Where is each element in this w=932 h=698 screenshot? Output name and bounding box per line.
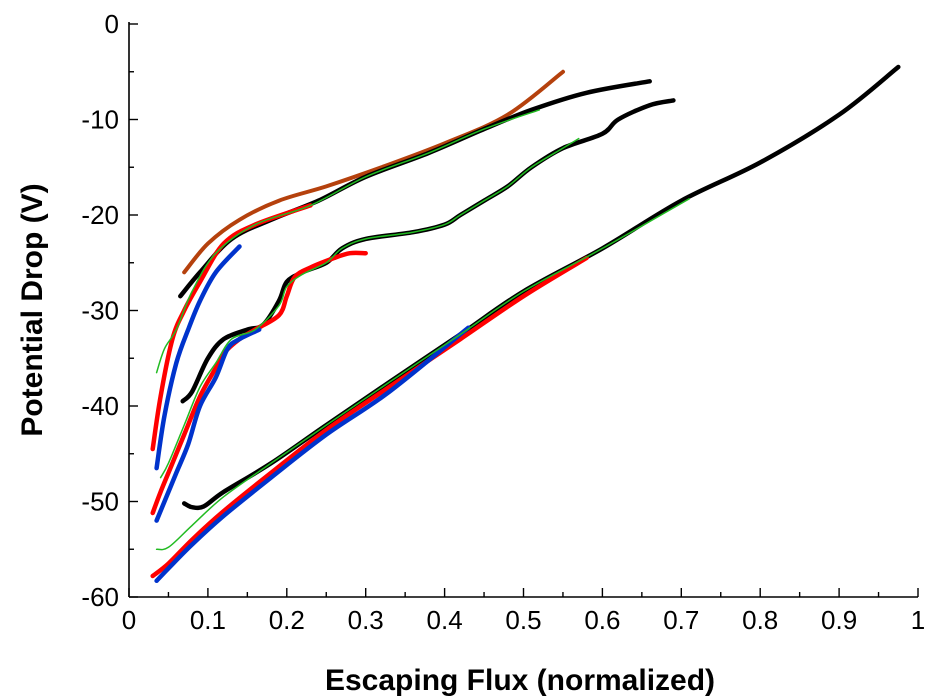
y-tick-label: -60 bbox=[81, 582, 119, 612]
series-line-8 bbox=[154, 327, 262, 523]
x-ticks: 0 0.1 0.2 0.3 0.4 0.5 0.6 0.7 0.8 0.9 1 bbox=[122, 588, 925, 635]
y-axis-title: Potential Drop (V) bbox=[16, 183, 49, 436]
y-tick-label: -50 bbox=[81, 487, 119, 517]
series-line-4 bbox=[154, 244, 242, 471]
y-tick-label: -40 bbox=[81, 391, 119, 421]
series-line-5 bbox=[155, 109, 541, 374]
series-line-9 bbox=[159, 137, 580, 479]
x-tick-label: 1 bbox=[911, 605, 925, 635]
x-tick-label: 0.9 bbox=[821, 605, 857, 635]
x-tick-label: 0.4 bbox=[427, 605, 463, 635]
y-tick-label: -10 bbox=[81, 105, 119, 135]
x-tick-label: 0.2 bbox=[269, 605, 305, 635]
y-ticks: 0 -10 -20 -30 -40 -50 -60 bbox=[81, 9, 138, 612]
series-line-11 bbox=[150, 255, 589, 579]
x-tick-label: 0.3 bbox=[348, 605, 384, 635]
x-tick-label: 0 bbox=[122, 605, 136, 635]
series-line-12 bbox=[154, 325, 471, 584]
x-tick-label: 0.6 bbox=[584, 605, 620, 635]
y-tick-label: 0 bbox=[105, 9, 119, 39]
x-tick-label: 0.7 bbox=[663, 605, 699, 635]
series-line-13 bbox=[155, 198, 690, 551]
x-tick-label: 0.1 bbox=[190, 605, 226, 635]
x-tick-label: 0.8 bbox=[742, 605, 778, 635]
series-line-3 bbox=[150, 203, 313, 452]
axes bbox=[128, 22, 918, 598]
plot-lines bbox=[150, 64, 901, 584]
y-tick-label: -20 bbox=[81, 200, 119, 230]
y-tick-label: -30 bbox=[81, 296, 119, 326]
x-tick-label: 0.5 bbox=[505, 605, 541, 635]
x-axis-title: Escaping Flux (normalized) bbox=[325, 664, 715, 697]
series-line-1 bbox=[182, 69, 565, 275]
